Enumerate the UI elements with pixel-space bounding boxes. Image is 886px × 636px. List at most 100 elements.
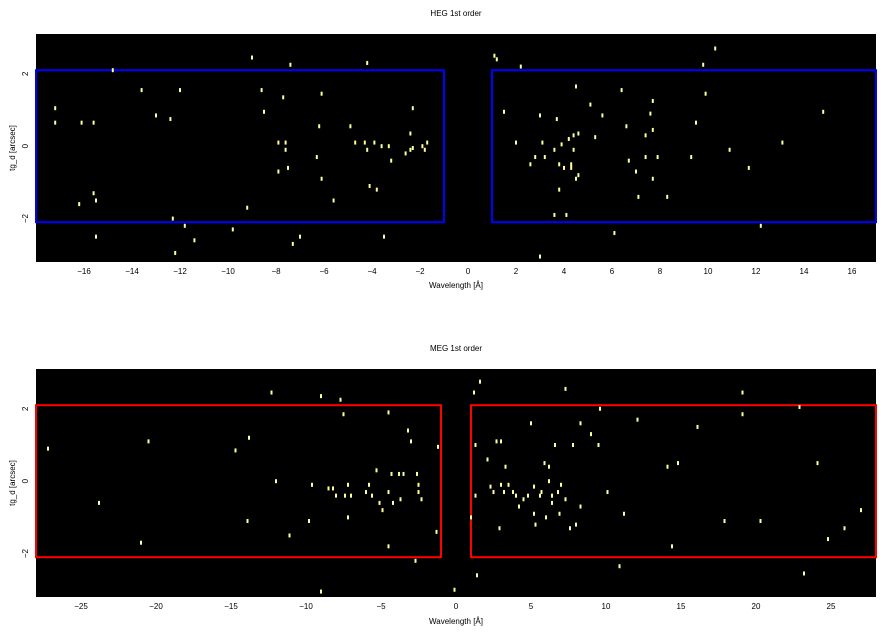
meg-data-point — [365, 490, 367, 495]
meg-data-point — [530, 421, 532, 426]
heg-data-point — [411, 106, 414, 111]
meg-data-point — [551, 500, 553, 505]
heg-data-point — [690, 155, 693, 160]
meg-data-point — [350, 493, 352, 498]
meg-data-point — [437, 444, 439, 449]
meg-data-point — [288, 533, 291, 538]
meg-y-tick-label: −2 — [21, 548, 30, 558]
heg-data-point — [601, 113, 604, 118]
heg-data-point — [541, 140, 544, 145]
meg-regions — [35, 404, 877, 559]
heg-data-point — [644, 133, 647, 138]
meg-data-point — [500, 482, 502, 487]
heg-region-box — [35, 69, 445, 224]
meg-data-point — [387, 544, 390, 549]
heg-data-point — [651, 176, 654, 181]
heg-data-point — [155, 113, 157, 118]
meg-data-point — [470, 515, 472, 520]
meg-data-point — [798, 405, 801, 409]
meg-data-point — [527, 493, 529, 498]
heg-data-point — [426, 140, 429, 145]
heg-data-point — [577, 173, 580, 178]
heg-y-tick-label: −2 — [21, 213, 30, 223]
meg-data-point — [539, 493, 541, 498]
heg-data-point — [651, 127, 654, 132]
meg-data-point — [518, 504, 520, 509]
meg-data-point — [410, 439, 412, 444]
meg-data-point — [248, 435, 250, 440]
meg-x-tick-label: −10 — [299, 602, 313, 611]
heg-x-tick-label: 8 — [658, 267, 663, 276]
heg-data-point — [575, 176, 577, 181]
meg-x-tick-label: 15 — [677, 602, 686, 611]
meg-chart-title: MEG 1st order — [430, 344, 482, 353]
meg-data-point — [575, 522, 577, 527]
meg-data-point — [347, 515, 349, 520]
meg-data-point — [392, 500, 394, 505]
meg-data-point — [327, 486, 330, 491]
heg-data-point — [231, 227, 234, 232]
heg-data-point — [620, 88, 623, 93]
heg-data-point — [594, 135, 597, 140]
heg-data-point — [656, 155, 659, 160]
heg-data-point — [567, 136, 570, 141]
meg-data-point — [597, 443, 600, 447]
heg-data-point — [759, 223, 762, 228]
meg-y-axis-label: tg_d [arcsec] — [8, 460, 17, 506]
meg-data-point — [416, 471, 418, 476]
heg-data-point — [704, 91, 707, 96]
heg-x-tick-label: 12 — [752, 267, 761, 276]
meg-data-point — [47, 446, 49, 451]
meg-region-box — [35, 404, 442, 559]
heg-data-point — [625, 124, 628, 129]
heg-data-point — [695, 120, 697, 125]
meg-data-point — [381, 508, 384, 513]
heg-data-point — [289, 62, 292, 67]
meg-data-point — [479, 379, 481, 384]
heg-x-tick-label: −12 — [173, 267, 187, 276]
meg-data-point — [599, 406, 601, 411]
meg-data-point — [495, 439, 498, 444]
heg-data-point — [246, 205, 249, 210]
meg-data-point — [140, 540, 142, 545]
meg-data-point — [332, 486, 334, 491]
heg-data-point — [95, 198, 97, 203]
meg-data-point — [696, 424, 699, 429]
heg-data-point — [140, 88, 143, 93]
heg-data-point — [421, 144, 424, 149]
heg-data-point — [354, 140, 357, 145]
heg-data-point — [404, 151, 407, 156]
heg-data-point — [193, 238, 196, 243]
heg-x-tick-label: −4 — [367, 267, 377, 276]
heg-data-point — [92, 191, 95, 196]
meg-data-point — [378, 500, 381, 505]
meg-data-point — [414, 558, 417, 563]
meg-x-tick-label: 25 — [827, 602, 836, 611]
meg-data-point — [474, 493, 477, 498]
meg-data-point — [579, 421, 582, 426]
heg-data-point — [277, 169, 280, 174]
meg-data-point — [759, 519, 762, 523]
meg-data-point — [572, 443, 574, 447]
heg-data-point — [260, 88, 263, 93]
meg-data-point — [498, 526, 501, 531]
heg-data-point — [284, 140, 287, 145]
meg-data-point — [420, 497, 423, 502]
heg-data-point — [702, 62, 705, 67]
meg-data-point — [387, 410, 390, 415]
heg-data-point — [95, 234, 97, 239]
heg-data-point — [277, 140, 280, 145]
meg-data-point — [512, 490, 514, 495]
heg-data-point — [111, 68, 114, 73]
meg-data-point — [554, 443, 556, 447]
meg-data-point — [399, 497, 402, 502]
meg-data-point — [417, 482, 420, 487]
meg-x-tick-label: −25 — [74, 602, 88, 611]
meg-x-tick-label: −20 — [149, 602, 163, 611]
meg-data-point — [533, 511, 535, 516]
heg-data-point — [320, 176, 323, 181]
heg-data-point — [263, 109, 265, 114]
meg-data-point — [558, 511, 561, 516]
meg-data-point — [234, 448, 237, 453]
meg-data-point — [390, 471, 393, 476]
